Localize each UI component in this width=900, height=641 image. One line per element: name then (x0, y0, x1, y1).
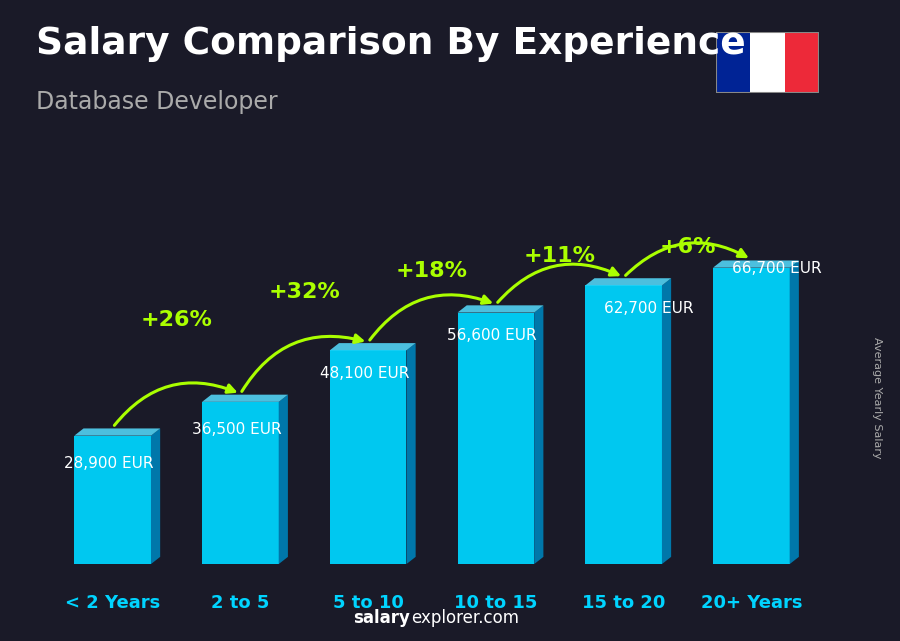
Text: 66,700 EUR: 66,700 EUR (733, 261, 822, 276)
Text: Database Developer: Database Developer (36, 90, 277, 113)
Polygon shape (202, 395, 288, 402)
Polygon shape (789, 260, 799, 564)
Polygon shape (457, 305, 544, 313)
Polygon shape (535, 305, 544, 564)
Bar (457, 313, 535, 564)
Text: 20+ Years: 20+ Years (700, 594, 802, 612)
Text: 28,900 EUR: 28,900 EUR (64, 456, 154, 470)
Text: 56,600 EUR: 56,600 EUR (447, 328, 537, 343)
Bar (785, 32, 819, 93)
Text: +32%: +32% (268, 282, 340, 302)
Polygon shape (713, 260, 799, 268)
Text: +26%: +26% (140, 310, 212, 330)
Bar (202, 402, 279, 564)
Text: 15 to 20: 15 to 20 (582, 594, 665, 612)
Text: Average Yearly Salary: Average Yearly Salary (872, 337, 883, 458)
Polygon shape (279, 395, 288, 564)
Polygon shape (329, 343, 416, 351)
Bar (329, 351, 407, 564)
Polygon shape (75, 428, 160, 436)
Text: < 2 Years: < 2 Years (65, 594, 160, 612)
Polygon shape (585, 278, 671, 285)
Text: explorer.com: explorer.com (411, 609, 519, 627)
Bar (716, 32, 750, 93)
Text: 5 to 10: 5 to 10 (333, 594, 403, 612)
Polygon shape (151, 428, 160, 564)
Text: +6%: +6% (659, 237, 716, 256)
Polygon shape (407, 343, 416, 564)
Text: salary: salary (353, 609, 410, 627)
Bar (585, 285, 662, 564)
Text: +11%: +11% (524, 246, 596, 267)
Text: 62,700 EUR: 62,700 EUR (605, 301, 694, 316)
Text: 48,100 EUR: 48,100 EUR (320, 366, 409, 381)
Text: 2 to 5: 2 to 5 (212, 594, 270, 612)
Text: Salary Comparison By Experience: Salary Comparison By Experience (36, 26, 746, 62)
Bar (75, 436, 151, 564)
Bar (713, 268, 789, 564)
Text: 10 to 15: 10 to 15 (454, 594, 537, 612)
Polygon shape (662, 278, 671, 564)
Text: +18%: +18% (396, 262, 468, 281)
Bar (750, 32, 785, 93)
Text: 36,500 EUR: 36,500 EUR (192, 422, 282, 437)
